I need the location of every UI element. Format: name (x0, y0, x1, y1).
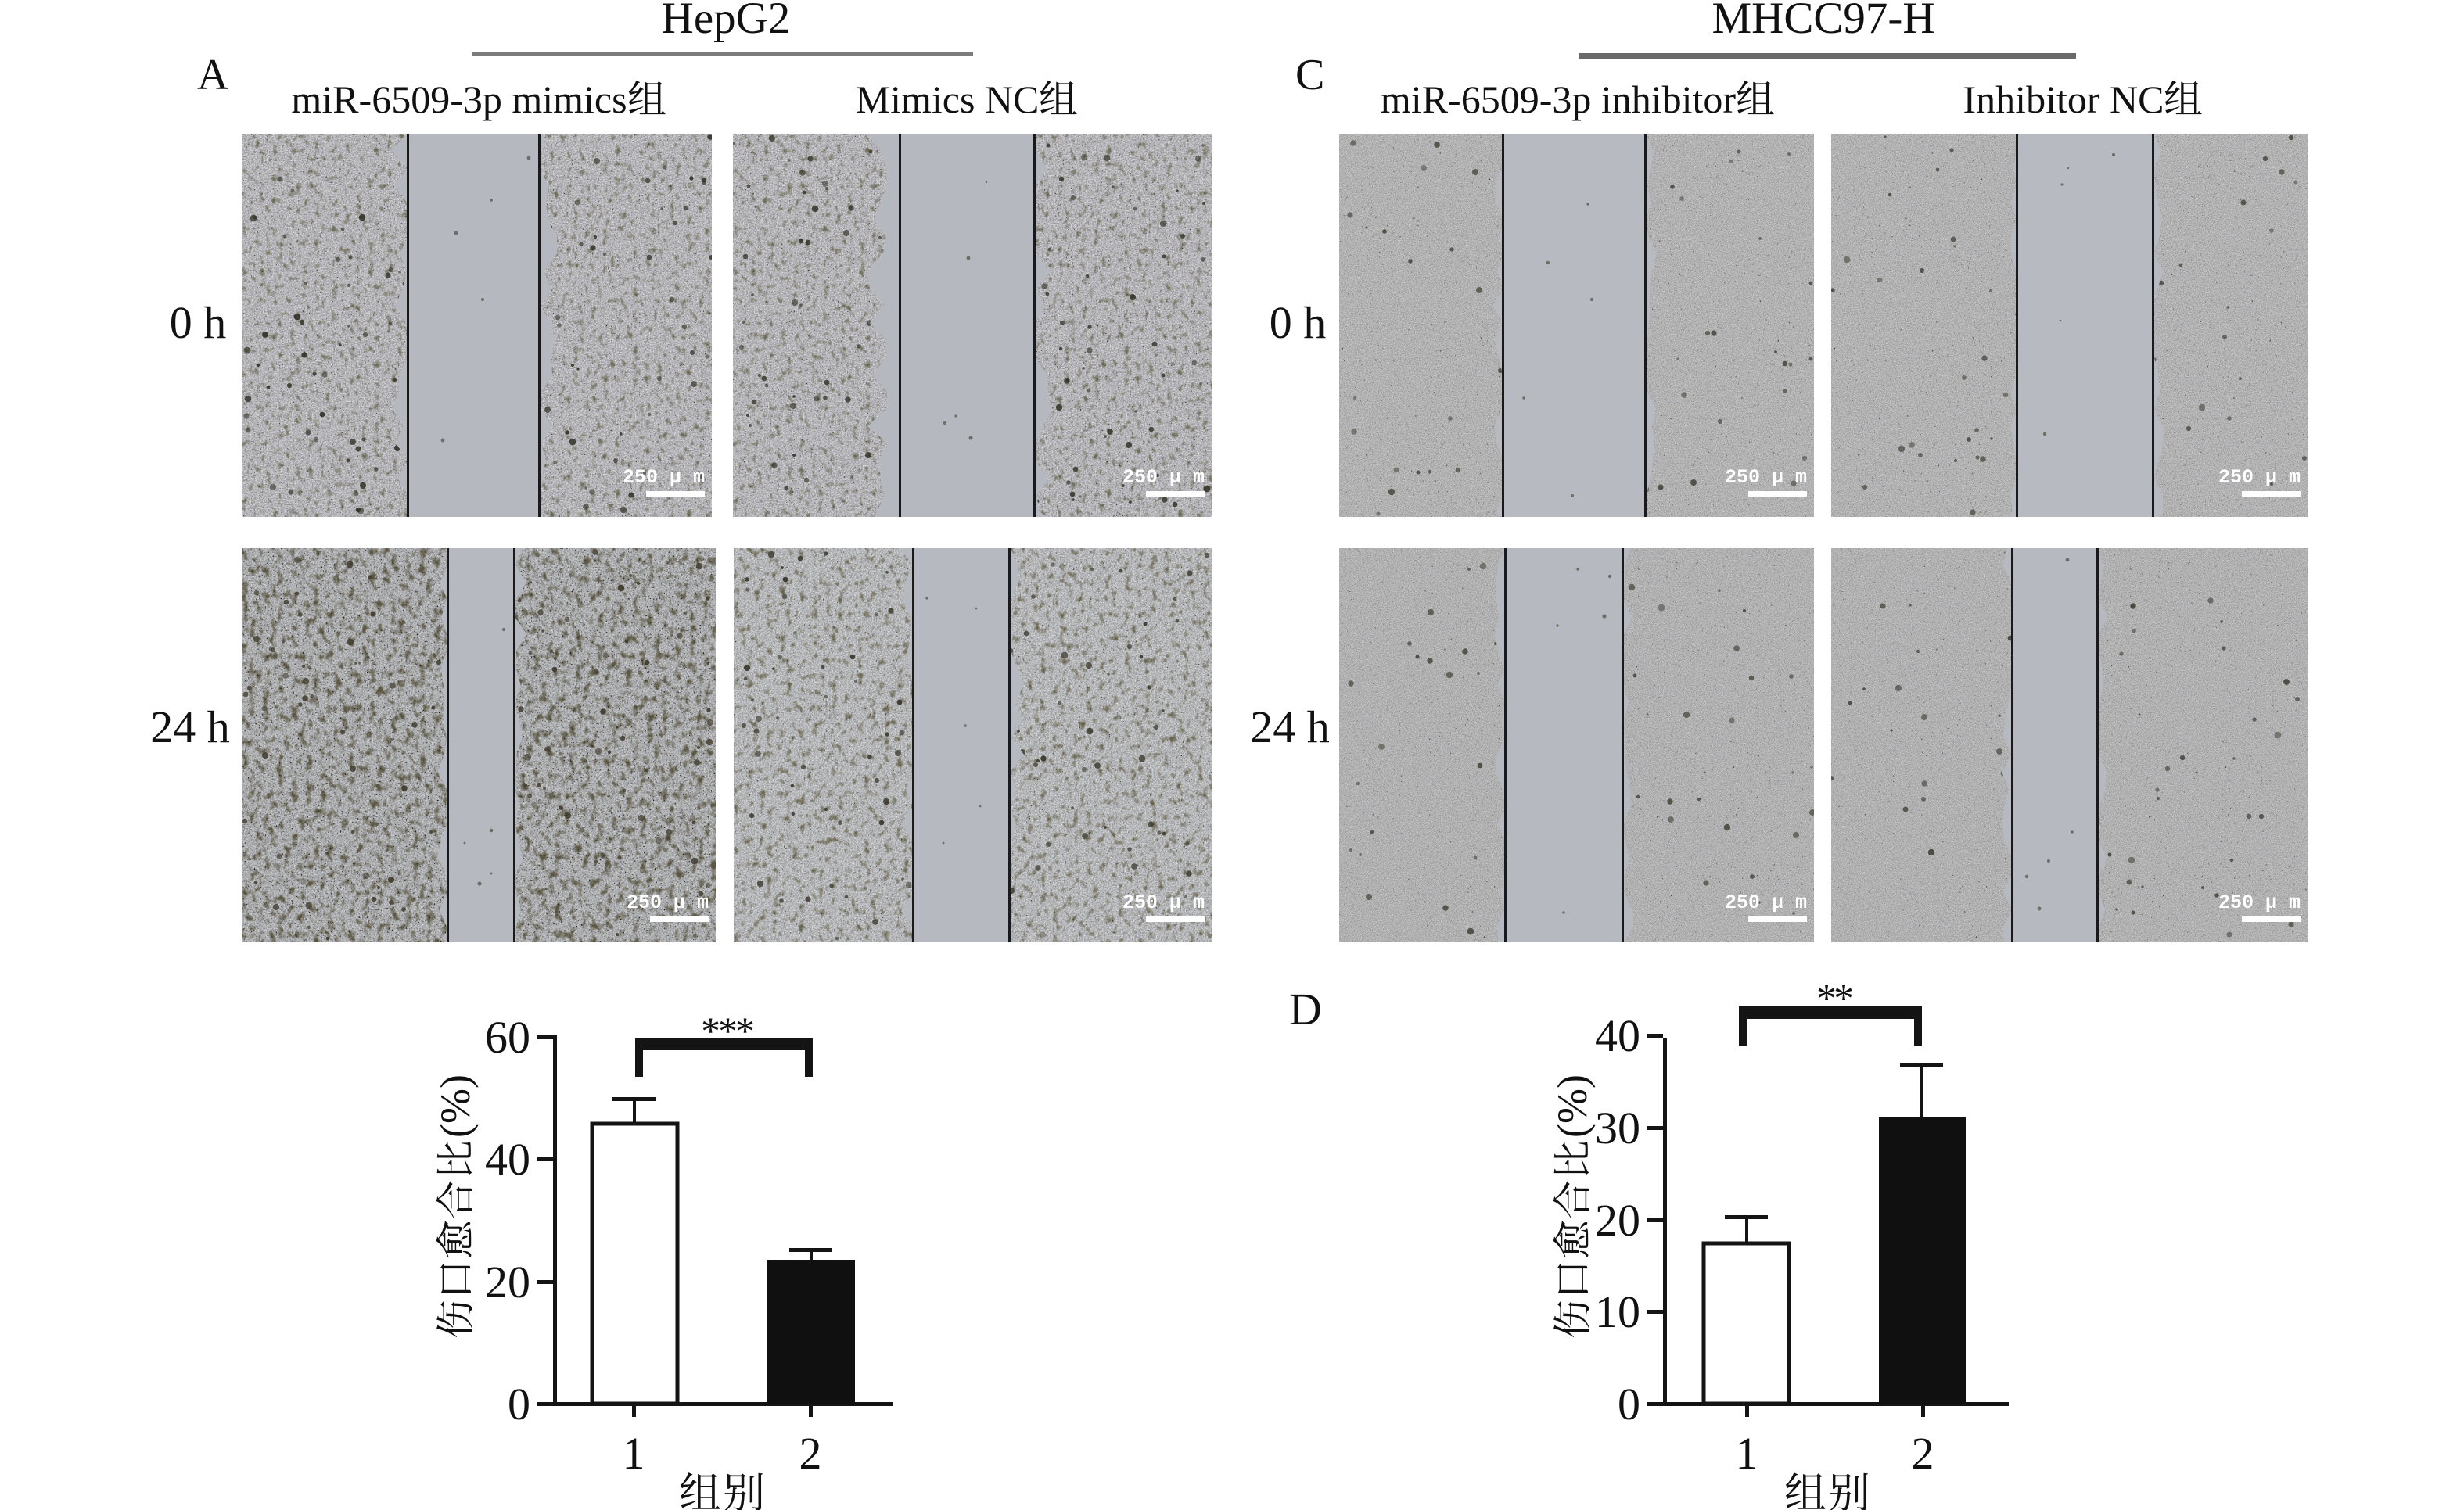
svg-text:2: 2 (799, 1428, 822, 1479)
svg-text:250 μ m: 250 μ m (1725, 466, 1807, 489)
svg-text:30: 30 (1595, 1103, 1640, 1153)
svg-text:250 μ m: 250 μ m (1122, 891, 1205, 914)
svg-text:D: D (1289, 984, 1322, 1035)
svg-text:20: 20 (1595, 1195, 1640, 1246)
svg-text:60: 60 (485, 1012, 530, 1063)
svg-text:(%): (%) (432, 1074, 479, 1138)
svg-text:**: ** (1816, 977, 1852, 1021)
svg-text:250 μ m: 250 μ m (623, 466, 705, 489)
svg-text:40: 40 (485, 1134, 530, 1185)
svg-text:250 μ m: 250 μ m (2218, 466, 2301, 489)
svg-text:0: 0 (508, 1379, 530, 1429)
svg-text:40: 40 (1595, 1010, 1640, 1061)
svg-text:0: 0 (1618, 1379, 1640, 1429)
svg-text:250 μ m: 250 μ m (2218, 891, 2301, 914)
svg-text:10: 10 (1595, 1286, 1640, 1337)
svg-text:250 μ m: 250 μ m (627, 891, 709, 914)
svg-text:1: 1 (1736, 1428, 1758, 1479)
svg-text:250 μ m: 250 μ m (1725, 891, 1807, 914)
svg-text:1: 1 (623, 1428, 645, 1479)
svg-text:(%): (%) (1549, 1074, 1596, 1138)
svg-text:***: *** (701, 1009, 753, 1053)
svg-text:20: 20 (485, 1257, 530, 1307)
svg-text:2: 2 (1912, 1428, 1934, 1479)
svg-text:250 μ m: 250 μ m (1122, 466, 1205, 489)
